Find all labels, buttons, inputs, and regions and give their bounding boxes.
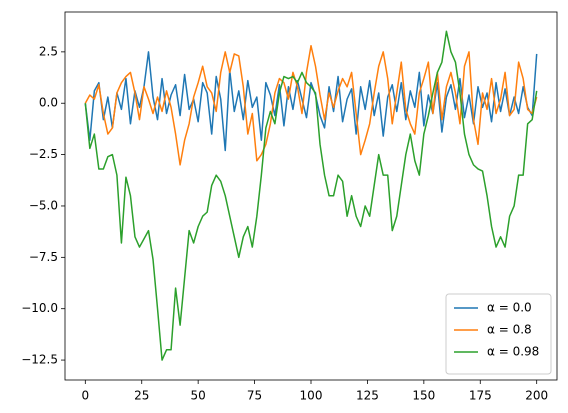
- x-tick-label: 150: [412, 389, 435, 403]
- x-tick-label: 125: [356, 389, 379, 403]
- y-tick-label: −2.5: [29, 147, 58, 161]
- series-line: [84, 51, 538, 152]
- x-tick-label: 75: [247, 389, 262, 403]
- y-tick-label: −7.5: [29, 250, 58, 264]
- legend-label: α = 0.98: [487, 345, 539, 359]
- x-tick-label: 175: [469, 389, 492, 403]
- x-tick-label: 100: [300, 389, 323, 403]
- x-tick-label: 25: [134, 389, 149, 403]
- x-tick-label: 50: [191, 389, 206, 403]
- legend-label: α = 0.0: [487, 301, 532, 315]
- x-tick-label: 0: [81, 389, 89, 403]
- series-line: [84, 30, 538, 361]
- y-tick-label: −12.5: [21, 353, 58, 367]
- series-line: [84, 44, 538, 166]
- y-tick-label: −10.0: [21, 301, 58, 315]
- y-tick-label: 0.0: [39, 96, 58, 110]
- plot-frame: [64, 11, 558, 381]
- legend-label: α = 0.8: [487, 323, 532, 337]
- legend-box: [445, 293, 552, 375]
- x-tick-label: 200: [525, 389, 548, 403]
- legend: α = 0.0 α = 0.8 α = 0.98: [445, 293, 552, 375]
- y-tick-label: 2.5: [39, 44, 58, 58]
- y-tick-label: −5.0: [29, 198, 58, 212]
